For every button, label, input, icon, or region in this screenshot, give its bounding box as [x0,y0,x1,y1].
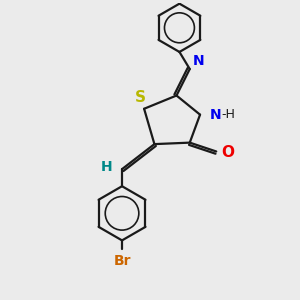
Text: H: H [101,160,112,174]
Text: Br: Br [113,254,131,268]
Text: N: N [193,54,204,68]
Text: -H: -H [221,108,235,121]
Text: O: O [221,146,235,160]
Text: N: N [209,108,221,122]
Text: S: S [135,90,146,105]
